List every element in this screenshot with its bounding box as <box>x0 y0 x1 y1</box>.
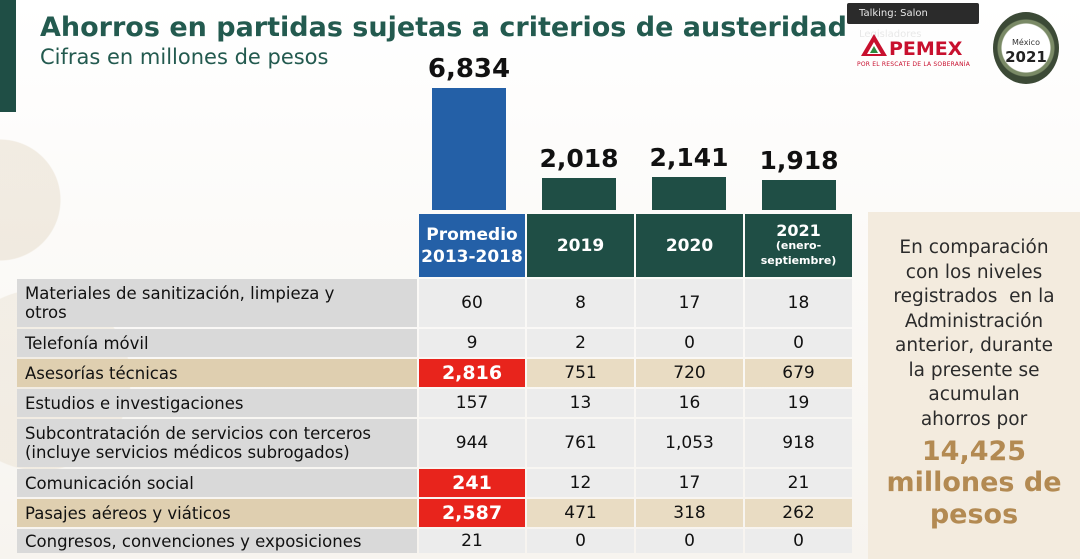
table-cell: 751 <box>527 359 634 387</box>
table-row: Subcontratación de servicios con tercero… <box>17 419 852 467</box>
table-cell: 16 <box>636 389 743 417</box>
col-header-line: 2021 <box>776 221 821 240</box>
row-label: Telefonía móvil <box>17 329 417 357</box>
table-cell: 318 <box>636 499 743 527</box>
pemex-flame-icon <box>861 34 887 56</box>
table-row: Materiales de sanitización, limpieza y o… <box>17 279 852 327</box>
col-header-promedio: Promedio 2013-2018 <box>419 214 525 277</box>
col-header-2020: 2020 <box>636 214 743 277</box>
chart-bar-value: 1,918 <box>759 146 839 175</box>
summary-line: anterior, durante <box>895 335 1053 356</box>
col-header-line: 2019 <box>556 235 605 256</box>
table-cell: 2 <box>527 329 634 357</box>
mexico-2021-seal: México 2021 <box>993 12 1059 84</box>
chart-bar <box>762 180 836 210</box>
table-cell: 944 <box>419 419 525 467</box>
table-row: Asesorías técnicas 2,816 751 720 679 <box>17 359 852 387</box>
col-header-line: Promedio <box>426 224 518 245</box>
summary-text: En comparación con los niveles registrad… <box>868 236 1080 432</box>
summary-panel: En comparación con los niveles registrad… <box>868 212 1080 559</box>
chart-bar <box>652 177 726 210</box>
col-header-line: 2020 <box>665 235 714 256</box>
row-label: Asesorías técnicas <box>17 359 417 387</box>
col-header-line: (enero- <box>775 239 822 252</box>
seal-year: 2021 <box>1005 48 1047 66</box>
table-cell: 17 <box>636 469 743 497</box>
row-label: Comunicación social <box>17 469 417 497</box>
table-cell: 0 <box>527 529 634 553</box>
table-cell: 19 <box>745 389 852 417</box>
table-cell: 18 <box>745 279 852 327</box>
chart-bar-value: 2,141 <box>649 143 729 172</box>
table-cell: 679 <box>745 359 852 387</box>
summary-line: Administración <box>904 310 1044 332</box>
col-header-line: 2013-2018 <box>421 246 523 267</box>
table-cell: 720 <box>636 359 743 387</box>
summary-unit: pesos <box>929 499 1019 530</box>
row-label-line: otros <box>25 303 67 322</box>
row-label: Estudios e investigaciones <box>17 389 417 417</box>
row-label-line: (incluye servicios médicos subrogados) <box>25 443 350 462</box>
row-label: Materiales de sanitización, limpieza y o… <box>17 279 417 327</box>
pemex-tagline: POR EL RESCATE DE LA SOBERANÍA <box>857 61 971 68</box>
chart-bar <box>432 88 506 210</box>
row-label: Subcontratación de servicios con tercero… <box>17 419 417 467</box>
summary-line: En comparación <box>899 237 1049 258</box>
table-cell: 21 <box>745 469 852 497</box>
table-cell: 0 <box>636 529 743 553</box>
table-cell: 13 <box>527 389 634 417</box>
table-cell: 0 <box>745 329 852 357</box>
table-cell: 262 <box>745 499 852 527</box>
table-row: Estudios e investigaciones 157 13 16 19 <box>17 389 852 417</box>
page-subtitle: Cifras en millones de pesos <box>40 45 329 69</box>
table-cell: 761 <box>527 419 634 467</box>
table-cell-highlight: 2,587 <box>419 499 525 527</box>
table-cell: 17 <box>636 279 743 327</box>
page-title: Ahorros en partidas sujetas a criterios … <box>40 12 847 43</box>
chart-bar <box>542 178 616 210</box>
chart-bar-value: 6,834 <box>427 54 511 84</box>
table-cell: 918 <box>745 419 852 467</box>
table-cell-highlight: 241 <box>419 469 525 497</box>
summary-line: registrados en la <box>893 286 1055 307</box>
savings-table: Promedio 2013-2018 2019 2020 2021 (enero… <box>15 212 854 555</box>
table-cell: 0 <box>745 529 852 553</box>
table-cell: 60 <box>419 279 525 327</box>
talking-indicator: Talking: Salon Legisladores <box>847 3 979 40</box>
summary-line: ahorros por <box>920 408 1028 430</box>
table-row: Telefonía móvil 9 2 0 0 <box>17 329 852 357</box>
header-spacer <box>17 214 417 277</box>
table-cell: 12 <box>527 469 634 497</box>
summary-line: la presente se <box>908 359 1040 381</box>
table-cell: 1,053 <box>636 419 743 467</box>
row-label-line: Materiales de sanitización, limpieza y <box>25 284 335 303</box>
table-cell: 9 <box>419 329 525 357</box>
chart-bar-value: 2,018 <box>539 144 619 173</box>
pemex-logo: PEMEX POR EL RESCATE DE LA SOBERANÍA <box>855 32 975 72</box>
table-cell: 471 <box>527 499 634 527</box>
table-row: Comunicación social 241 12 17 21 <box>17 469 852 497</box>
seal-country: México <box>1012 38 1040 47</box>
pemex-wordmark: PEMEX <box>889 38 963 60</box>
table-cell: 21 <box>419 529 525 553</box>
table-cell-highlight: 2,816 <box>419 359 525 387</box>
row-label-line: Subcontratación de servicios con tercero… <box>25 424 372 443</box>
summary-amount: 14,425 <box>921 436 1027 467</box>
table-row: Congresos, convenciones y exposiciones 2… <box>17 529 852 553</box>
col-header-2019: 2019 <box>527 214 634 277</box>
table-cell: 0 <box>636 329 743 357</box>
table-row: Pasajes aéreos y viáticos 2,587 471 318 … <box>17 499 852 527</box>
accent-bar <box>0 0 16 112</box>
row-label: Congresos, convenciones y exposiciones <box>17 529 417 553</box>
savings-bar-chart: 6,834 2,018 2,141 1,918 <box>415 54 855 212</box>
summary-line: con los niveles <box>905 261 1043 283</box>
summary-line: acumulan <box>928 384 1020 405</box>
col-header-2021: 2021 (enero- septiembre) <box>745 214 852 277</box>
summary-unit: millones de <box>886 467 1062 498</box>
table-cell: 157 <box>419 389 525 417</box>
col-header-line: septiembre) <box>760 254 837 267</box>
table-cell: 8 <box>527 279 634 327</box>
row-label: Pasajes aéreos y viáticos <box>17 499 417 527</box>
